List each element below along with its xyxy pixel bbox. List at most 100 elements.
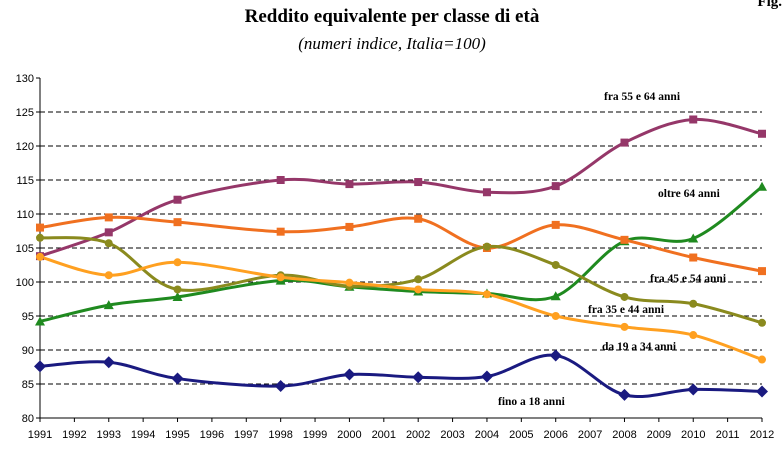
- data-point-square: [689, 115, 698, 124]
- data-point-square: [551, 220, 560, 229]
- data-point-square: [276, 227, 285, 236]
- data-point-square: [758, 129, 766, 138]
- series-label: fra 35 e 44 anni: [588, 304, 665, 316]
- data-point-square: [620, 138, 629, 147]
- data-point-triangle: [688, 233, 699, 243]
- x-tick-label: 2012: [750, 429, 774, 441]
- series-label: da 19 a 34 anni: [602, 341, 677, 353]
- data-point-diamond: [756, 385, 768, 398]
- data-point-circle: [758, 318, 766, 327]
- x-tick-label: 2006: [543, 429, 567, 441]
- data-point-circle: [620, 322, 629, 331]
- series-label: fino a 18 anni: [498, 396, 566, 408]
- x-tick-label: 1994: [131, 429, 155, 441]
- data-point-diamond: [102, 356, 115, 369]
- series-label: oltre 64 anni: [658, 188, 721, 200]
- x-tick-label: 1997: [234, 429, 258, 441]
- data-point-circle: [36, 233, 44, 242]
- y-tick-label: 125: [16, 107, 34, 119]
- data-point-square: [482, 188, 491, 197]
- data-point-circle: [620, 292, 629, 301]
- data-point-circle: [36, 252, 44, 261]
- x-tick-label: 1991: [28, 429, 52, 441]
- data-point-diamond: [687, 383, 700, 396]
- y-tick-label: 110: [16, 209, 34, 221]
- x-tick-label: 2010: [681, 429, 705, 441]
- data-point-circle: [758, 355, 766, 364]
- data-point-circle: [482, 242, 491, 251]
- x-tick-label: 1999: [303, 429, 327, 441]
- y-tick-label: 80: [22, 413, 34, 425]
- data-point-circle: [414, 275, 423, 284]
- data-point-square: [345, 222, 354, 231]
- data-point-square: [551, 182, 560, 191]
- data-point-diamond: [171, 372, 184, 385]
- data-point-circle: [482, 290, 491, 299]
- data-point-circle: [689, 299, 698, 308]
- y-tick-label: 130: [16, 73, 34, 85]
- data-point-diamond: [34, 360, 46, 373]
- data-point-circle: [173, 285, 182, 294]
- x-tick-label: 2000: [337, 429, 361, 441]
- data-point-square: [345, 180, 354, 189]
- x-tick-label: 1995: [165, 429, 189, 441]
- data-point-square: [104, 228, 113, 237]
- x-tick-label: 2009: [647, 429, 671, 441]
- data-point-square: [173, 218, 182, 227]
- data-point-diamond: [274, 380, 287, 393]
- data-point-square: [689, 253, 698, 262]
- x-tick-label: 1996: [200, 429, 224, 441]
- data-point-diamond: [618, 388, 631, 401]
- data-point-triangle: [172, 291, 183, 301]
- chart-title: Reddito equivalente per classe di età: [244, 6, 540, 27]
- data-point-circle: [689, 331, 698, 340]
- data-point-circle: [551, 261, 560, 269]
- data-point-square: [173, 195, 182, 204]
- x-tick-label: 2005: [509, 429, 533, 441]
- data-point-circle: [345, 278, 354, 287]
- chart-subtitle: (numeri indice, Italia=100): [298, 34, 486, 53]
- data-point-diamond: [343, 368, 356, 381]
- x-tick-label: 1998: [268, 429, 292, 441]
- data-point-triangle: [35, 316, 45, 326]
- data-point-diamond: [549, 349, 562, 362]
- y-tick-label: 100: [16, 277, 34, 289]
- data-point-square: [36, 223, 44, 232]
- x-tick-label: 2001: [372, 429, 396, 441]
- data-point-square: [104, 213, 113, 222]
- data-point-circle: [104, 239, 113, 248]
- data-point-triangle: [757, 181, 767, 191]
- x-tick-label: 2002: [406, 429, 430, 441]
- data-point-circle: [173, 258, 182, 267]
- data-point-square: [276, 176, 285, 184]
- data-point-square: [414, 178, 423, 187]
- data-point-square: [414, 214, 423, 223]
- x-tick-label: 2004: [475, 429, 499, 441]
- series-label: fra 45 e 54 anni: [650, 273, 727, 285]
- x-tick-label: 1993: [97, 429, 121, 441]
- x-tick-label: 2008: [612, 429, 636, 441]
- data-point-diamond: [480, 370, 493, 383]
- series-line: [38, 353, 764, 399]
- data-point-circle: [276, 273, 285, 282]
- y-tick-label: 85: [22, 379, 34, 391]
- data-point-square: [620, 235, 629, 244]
- series-label: fra 55 e 64 anni: [604, 91, 681, 103]
- y-tick-label: 95: [22, 311, 34, 323]
- y-tick-label: 90: [22, 345, 34, 357]
- data-point-square: [758, 267, 766, 276]
- x-tick-label: 1992: [62, 429, 86, 441]
- series-line: [38, 117, 764, 258]
- data-point-circle: [104, 271, 113, 280]
- data-point-circle: [414, 285, 423, 294]
- y-tick-label: 115: [16, 175, 34, 187]
- x-tick-label: 2003: [440, 429, 464, 441]
- figure-corner-label: Fig.: [757, 0, 782, 10]
- x-tick-label: 2011: [716, 429, 740, 441]
- data-point-triangle: [550, 291, 561, 301]
- data-point-triangle: [103, 300, 114, 310]
- y-tick-label: 120: [16, 141, 34, 153]
- series-line: [38, 215, 764, 273]
- x-tick-label: 2007: [578, 429, 602, 441]
